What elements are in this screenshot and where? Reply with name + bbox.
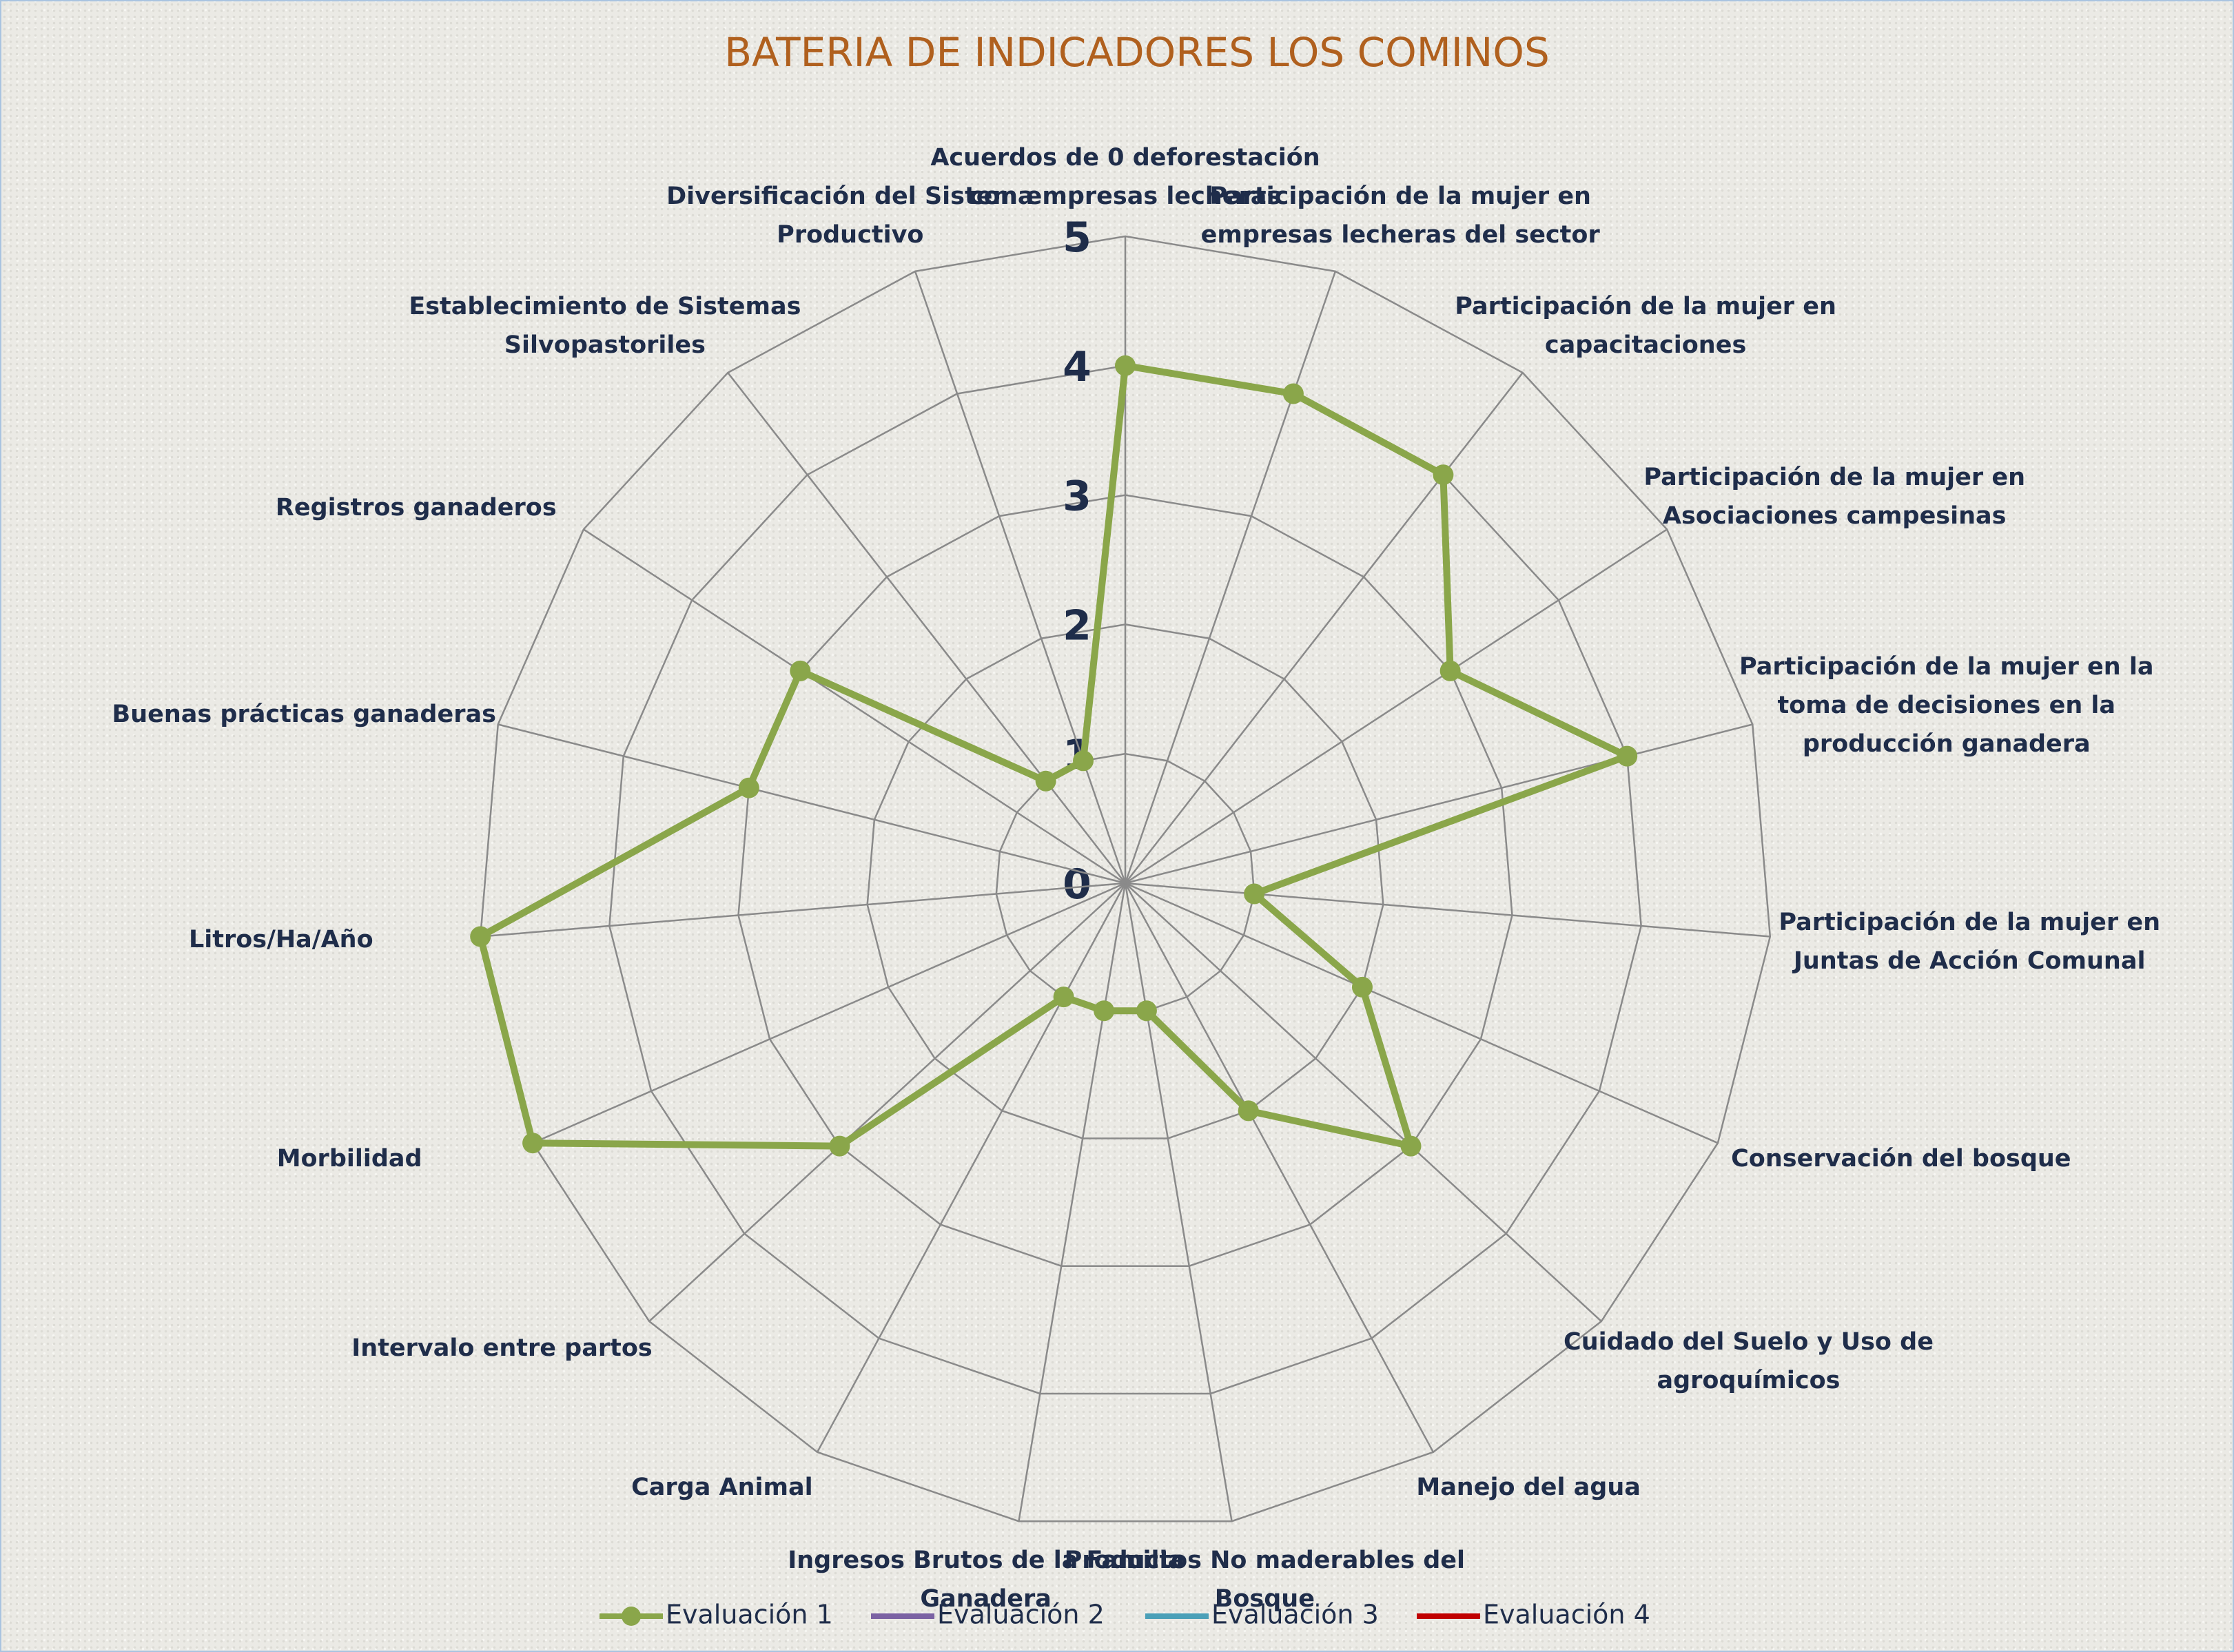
data-point: [1433, 464, 1454, 486]
data-point: [1035, 770, 1056, 792]
category-label: Buenas prácticas ganaderas: [112, 701, 496, 729]
spoke: [1124, 882, 1435, 1453]
tick-label: 2: [1063, 601, 1092, 650]
data-point: [522, 1133, 544, 1154]
category-label: Morbilidad: [276, 1145, 422, 1173]
legend-label: Evaluación 2: [937, 1600, 1105, 1630]
legend-marker: [622, 1607, 641, 1626]
data-point: [1351, 976, 1373, 998]
data-point: [470, 926, 491, 947]
category-label: Manejo del agua: [1416, 1473, 1641, 1501]
category-label: Cuidado del Suelo y Uso de agroquímicos: [1564, 1328, 1934, 1395]
series-line: [477, 362, 1631, 1150]
tick-label: 4: [1063, 343, 1092, 391]
data-point: [790, 660, 811, 681]
tick-label: 3: [1063, 473, 1092, 521]
category-label: Acuerdos de 0 deforestación con empresas…: [930, 144, 1320, 210]
category-label: Participación de la mujer en Juntas de A…: [1779, 908, 2160, 975]
legend-label: Evaluación 4: [1483, 1600, 1650, 1630]
data-point: [1094, 1000, 1115, 1022]
category-label: Productos No maderables del Bosque: [1064, 1547, 1466, 1613]
category-label: Participación de la mujer en empresas le…: [1200, 182, 1600, 249]
spoke: [498, 723, 1126, 885]
spoke: [1124, 271, 1337, 884]
data-point: [1115, 355, 1136, 376]
category-label: Registros ganaderos: [275, 493, 557, 522]
spoke: [1125, 372, 1524, 884]
data-point: [1400, 1135, 1422, 1157]
data-point: [1238, 1100, 1259, 1122]
data-point: [1617, 745, 1638, 767]
spoke: [1124, 882, 1233, 1522]
category-label: Diversificación del Sistema Productivo: [666, 182, 1034, 249]
spoke: [727, 372, 1126, 884]
data-point: [1073, 750, 1094, 772]
category-label: Ingresos Brutos de la Familia Ganadera: [788, 1547, 1185, 1613]
legend-label: Evaluación 3: [1211, 1600, 1379, 1630]
category-label: Participación de la mujer en Asociacione…: [1643, 464, 2026, 530]
spoke: [816, 882, 1127, 1453]
spoke: [1018, 882, 1127, 1522]
data-point: [738, 777, 759, 798]
chart-title: BATERIA DE INDICADORES LOS COMINOS: [724, 29, 1550, 76]
spoke: [1125, 528, 1668, 885]
spoke: [1125, 882, 1602, 1322]
category-label: Establecimiento de Sistemas Silvopastori…: [409, 293, 801, 360]
grid-line: [866, 623, 1384, 1139]
spoke: [1125, 882, 1770, 938]
category-label: Conservación del bosque: [1731, 1145, 2071, 1173]
spoke: [1125, 723, 1753, 885]
spoke: [648, 882, 1126, 1322]
grid-line: [608, 364, 1642, 1395]
category-label: Carga Animal: [631, 1473, 813, 1501]
grid-line: [479, 235, 1772, 1522]
spoke: [583, 528, 1126, 885]
data-point: [829, 1135, 850, 1157]
category-label: Participación de la mujer en capacitacio…: [1455, 293, 1836, 360]
data-point: [1136, 1000, 1157, 1022]
category-label: Litros/Ha/Año: [188, 926, 373, 954]
legend-label: Evaluación 1: [666, 1600, 833, 1630]
spoke: [914, 271, 1127, 884]
data-point: [1053, 987, 1074, 1008]
spoke: [532, 882, 1126, 1144]
data-point: [1282, 383, 1304, 404]
spoke: [480, 882, 1126, 938]
spoke: [1125, 882, 1719, 1144]
data-point: [1439, 660, 1461, 681]
data-point: [1244, 883, 1265, 905]
tick-label: 5: [1063, 214, 1092, 262]
category-label: Participación de la mujer en la toma de …: [1739, 652, 2154, 758]
category-label: Intervalo entre partos: [351, 1334, 653, 1363]
